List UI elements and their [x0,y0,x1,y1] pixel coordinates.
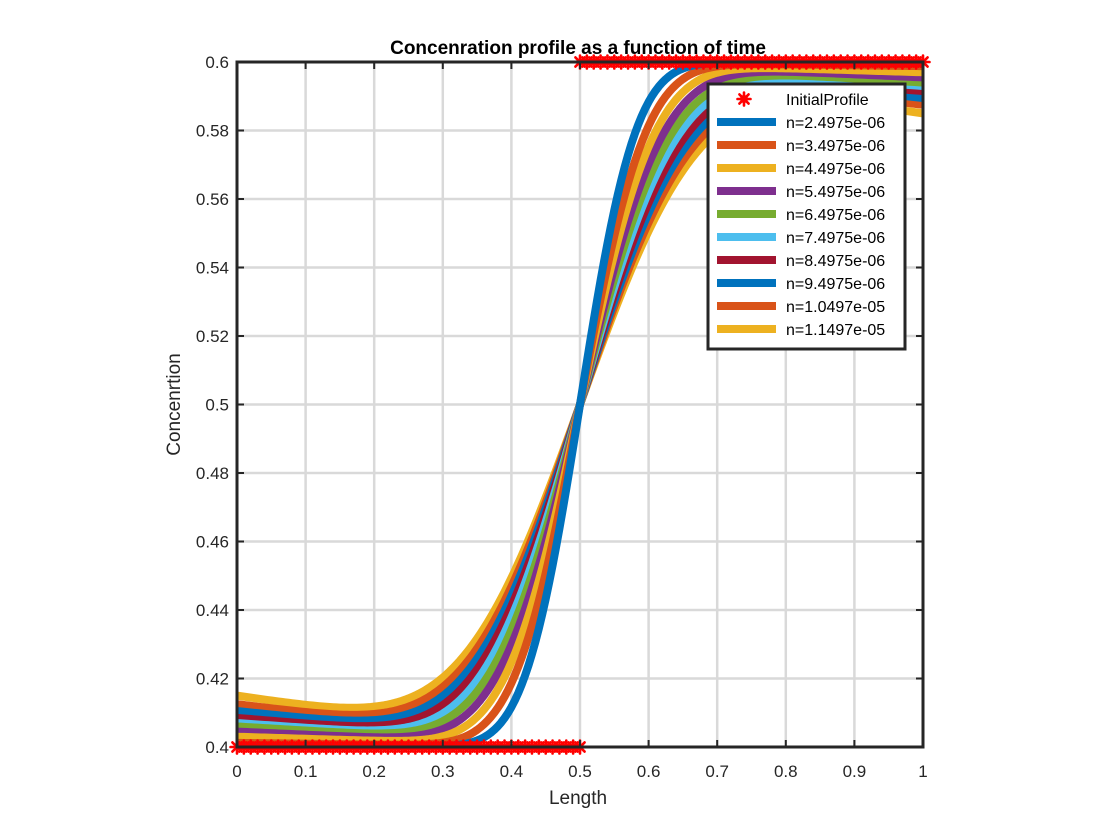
chart-title: Concenration profile as a function of ti… [390,38,766,59]
y-tick-label: 0.52 [196,327,229,346]
x-tick-label: 0.8 [774,762,798,781]
series-layer [237,60,923,749]
y-tick-label: 0.48 [196,464,229,483]
legend-item-5: n=6.4975e-06 [717,207,885,224]
y-tick-label: 0.58 [196,122,229,141]
legend-item-2: n=3.4975e-06 [717,138,885,155]
legend-label: n=7.4975e-06 [786,230,885,247]
legend-item-6: n=7.4975e-06 [717,230,885,247]
axes [235,60,925,749]
y-tick-label: 0.42 [196,670,229,689]
x-tick-label: 0 [232,762,241,781]
y-tick-label: 0.6 [205,53,229,72]
x-tick-label: 0.1 [294,762,318,781]
y-tick-label: 0.54 [196,259,229,278]
x-tick-label: 0.7 [705,762,729,781]
legend-label: n=2.4975e-06 [786,115,885,132]
y-tick-label: 0.5 [205,396,229,415]
legend-item-10: n=1.1497e-05 [717,322,885,339]
legend-label: n=5.4975e-06 [786,184,885,201]
x-tick-label: 0.9 [843,762,867,781]
legend-label: n=4.4975e-06 [786,161,885,178]
legend-item-9: n=1.0497e-05 [717,299,885,316]
x-tick-label: 0.5 [568,762,592,781]
legend: InitialProfile n=2.4975e-06 n=3.4975e-06 n=… [706,82,907,351]
tick-labels: 0 0.1 0.2 0.3 0.4 0.5 0.6 0.7 0.8 0.9 1 0.4 0.42 0.44… [196,53,928,781]
x-tick-label: 0.3 [431,762,455,781]
initial-profile-marker [736,91,752,107]
legend-label: n=8.4975e-06 [786,253,885,270]
x-tick-label: 0.6 [637,762,661,781]
legend-item-3: n=4.4975e-06 [717,161,885,178]
y-axis-label: Concenrtion [164,353,185,455]
y-tick-label: 0.4 [205,738,229,757]
y-tick-label: 0.46 [196,533,229,552]
legend-label: n=9.4975e-06 [786,276,885,293]
x-tick-label: 0.4 [500,762,524,781]
y-tick-label: 0.56 [196,190,229,209]
y-tick-label: 0.44 [196,601,229,620]
legend-label: n=1.1497e-05 [786,322,885,339]
legend-item-1: n=2.4975e-06 [717,115,885,132]
legend-label: n=3.4975e-06 [786,138,885,155]
legend-label: n=1.0497e-05 [786,299,885,316]
legend-item-7: n=8.4975e-06 [717,253,885,270]
legend-item-8: n=9.4975e-06 [717,276,885,293]
x-tick-label: 0.2 [362,762,386,781]
legend-label: n=6.4975e-06 [786,207,885,224]
x-axis-label: Length [549,788,607,809]
legend-label: InitialProfile [786,92,869,109]
x-tick-label: 1 [918,762,927,781]
legend-item-initial-profile: InitialProfile [736,91,869,109]
legend-item-4: n=5.4975e-06 [717,184,885,201]
